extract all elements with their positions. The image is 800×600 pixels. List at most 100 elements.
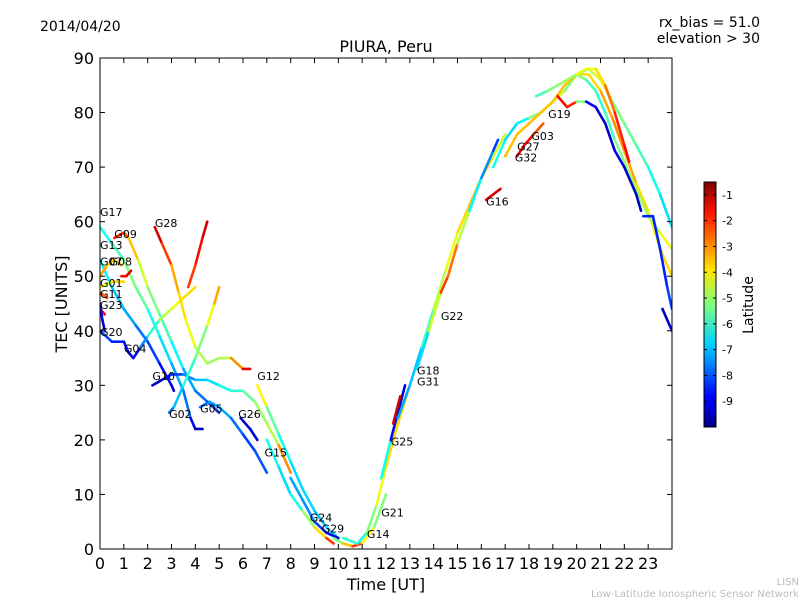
series-segment [253,400,269,425]
series-G14 [332,493,388,548]
y-tick-label: 50 [74,267,94,286]
series-segment [432,269,447,311]
series-segment [265,405,281,436]
x-tick-label: 17 [495,554,515,573]
series-segment [665,285,672,311]
series-segment [556,78,569,87]
satellite-label: G32 [515,152,538,165]
satellite-label: G09 [114,228,137,241]
series-segment [205,356,221,365]
satellite-label: G24 [310,512,333,525]
series-segment [468,176,483,213]
series-segment [146,340,161,365]
series-segment [446,242,459,278]
series-segment [122,340,130,354]
series-segment [301,498,316,524]
series-segment [277,444,292,474]
series-G07 [100,258,123,278]
series-G29 [289,476,340,540]
series-segment [105,258,116,267]
series-segment [277,433,292,464]
series-segment [613,111,626,147]
x-tick-label: 1 [119,554,129,573]
series-G02 [167,285,221,414]
series-G22 [415,138,500,371]
series-segment [217,384,233,393]
series-segment [379,438,393,480]
series-segment [491,138,507,169]
series-segment [611,116,626,153]
series-G24 [265,438,335,545]
series-G15 [255,384,340,540]
series-segment [313,509,328,529]
satellite-label: G07 [100,255,123,268]
x-tick-label: 16 [471,554,491,573]
series-segment [136,258,149,289]
x-tick-label: 10 [328,554,348,573]
series-G19 [534,73,672,251]
x-tick-label: 18 [519,554,539,573]
series-G30 [575,67,631,163]
x-tick-label: 21 [590,554,610,573]
x-tick-label: 13 [400,554,420,573]
x-tick-label: 20 [566,554,586,573]
satellite-label: G10 [152,370,175,383]
series-segment [575,73,588,82]
series-segment [565,73,578,82]
series-segment [265,422,281,447]
y-tick-label: 80 [74,104,94,123]
series-segment [396,384,407,414]
series-G06 [556,94,643,213]
series-segment [384,422,400,469]
satellite-label: G15 [264,446,287,459]
series-segment [208,400,221,409]
series-segment [265,438,281,469]
colorbar-tick-label: -8 [722,369,733,382]
series-segment [113,231,126,240]
series-segment [603,83,617,114]
y-tick-label: 40 [74,322,94,341]
series-segment [539,100,555,114]
footer-network: Low-Latitude Ionospheric Sensor Network [591,589,799,600]
series-segment [241,433,257,453]
series-segment [603,122,617,153]
series-segment [456,204,471,234]
satellite-label: G26 [238,408,261,421]
series-segment [182,373,197,382]
x-tick-label: 9 [309,554,319,573]
x-tick-label: 8 [286,554,296,573]
series-layer [100,67,672,548]
colorbar-tick-label: -4 [722,266,733,279]
x-axis-ticks: 0 1 2 3 4 5 6 7 8 9 10 11 12 13 14 15 16 17 18 19 20 21 22 23 [95,58,658,573]
series-segment [289,460,304,491]
series-segment [124,269,133,278]
y-tick-label: 10 [74,485,94,504]
series-segment [110,285,126,311]
series-segment [661,307,669,322]
series-segment [565,100,578,109]
series-segment [146,307,161,338]
satellite-label: G01 [100,277,123,290]
satellite-label: G17 [100,206,123,219]
series-segment [248,427,259,442]
x-tick-label: 19 [543,554,563,573]
series-segment [623,143,631,163]
series-G03 [503,73,672,278]
series-segment [351,542,364,548]
series-segment [623,165,638,196]
rx-bias-label: rx_bias = 51.0 [659,15,760,31]
series-segment [194,389,209,404]
series-segment [313,520,328,534]
series-segment [575,67,588,76]
series-segment [594,67,607,87]
series-segment [546,83,559,93]
series-segment [241,389,257,404]
colorbar-tick-label: -6 [722,318,733,331]
series-segment [396,384,412,420]
series-segment [110,242,126,262]
series-segment [194,236,204,267]
series-segment [182,367,197,393]
y-tick-label: 30 [74,376,94,395]
